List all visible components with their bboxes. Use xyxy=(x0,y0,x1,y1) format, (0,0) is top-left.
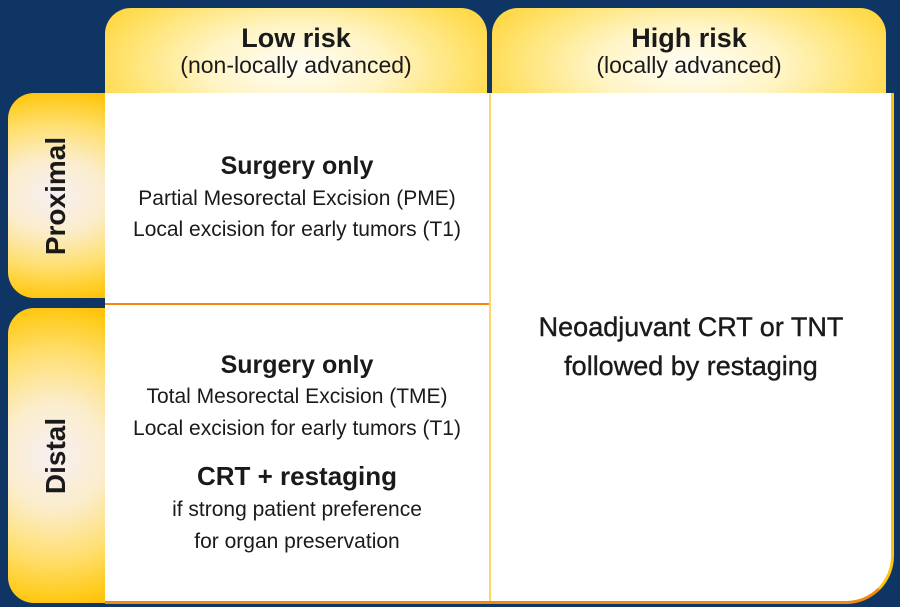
cell-line: followed by restaging xyxy=(564,351,818,381)
high-risk-subtitle: (locally advanced) xyxy=(596,51,782,78)
cell-line: Total Mesorectal Excision (TME) xyxy=(146,385,448,409)
cell-subheading: CRT + restaging xyxy=(196,461,398,492)
cell-high-risk: Neoadjuvant CRT or TNT followed by resta… xyxy=(491,93,891,601)
column-header-high-risk: High risk (locally advanced) xyxy=(492,8,886,93)
row-header-distal: Distal xyxy=(8,308,105,603)
column-divider-line xyxy=(489,93,491,601)
cell-line: Local excision for early tumors (T1) xyxy=(133,218,461,242)
cell-line: if strong patient preference xyxy=(172,498,422,522)
cell-heading: Surgery only xyxy=(220,152,374,181)
cell-proximal-low-risk: Surgery only Partial Mesorectal Excision… xyxy=(105,93,489,303)
cell-line: Neoadjuvant CRT or TNT xyxy=(538,311,844,342)
low-risk-subtitle: (non-locally advanced) xyxy=(180,51,412,78)
cell-line: Partial Mesorectal Excision (PME) xyxy=(138,186,456,210)
cell-line: for organ preservation xyxy=(194,529,400,553)
proximal-label: Proximal xyxy=(40,136,72,255)
cell-heading: Surgery only xyxy=(220,350,374,379)
cell-distal-low-risk: Surgery only Total Mesorectal Excision (… xyxy=(105,305,489,601)
high-risk-title: High risk xyxy=(631,22,747,53)
column-header-low-risk: Low risk (non-locally advanced) xyxy=(105,8,487,93)
distal-label: Distal xyxy=(40,417,72,494)
cell-line: Local excision for early tumors (T1) xyxy=(133,416,461,440)
row-divider-line xyxy=(105,303,489,305)
matrix-body: Surgery only Partial Mesorectal Excision… xyxy=(105,93,894,604)
row-header-proximal: Proximal xyxy=(8,93,105,298)
low-risk-title: Low risk xyxy=(241,22,351,53)
